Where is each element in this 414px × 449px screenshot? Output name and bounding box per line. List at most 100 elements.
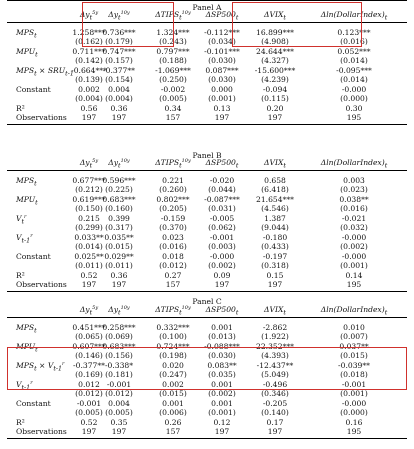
obs-value: 197 [214, 427, 230, 437]
column-header: Δln(DollarIndex)t [320, 10, 388, 22]
std-error: (0.260) [159, 185, 187, 195]
coef-row: MPSt 0.677*** 0.596*** 0.221 -0.020 0.658 0.00… [0, 176, 414, 188]
std-error: (0.150) [75, 204, 103, 214]
std-error: (0.000) [340, 94, 368, 104]
se-row: (0.014) (0.015) (0.016) (0.003) (0.433) (0.00… [0, 242, 414, 252]
std-error: (0.160) [105, 204, 133, 214]
coef-value: 16.899*** [256, 28, 294, 37]
obs-value: 197 [111, 113, 127, 123]
se-row: (0.004) (0.004) (0.005) (0.001) (0.115) (0.00… [0, 94, 414, 104]
se-row: (0.212) (0.225) (0.260) (0.044) (6.418) (0.02… [0, 185, 414, 195]
coef-value: -0.088*** [204, 342, 240, 351]
r2-value: 0.36 [110, 271, 128, 280]
coef-value: 0.619*** [72, 195, 106, 204]
coef-row: Vt-1r 0.012 -0.001 0.002 0.001 -0.496 -0.001 [0, 380, 414, 392]
coef-value: 0.003 [343, 176, 365, 185]
se-row: (0.169) (0.181) (0.247) (0.035) (5.049) (0.01… [0, 370, 414, 380]
std-error: (0.005) [159, 94, 187, 104]
r2-value: 0.20 [266, 104, 284, 113]
r2-row: R² 0.56 0.36 0.34 0.13 0.20 0.30 [0, 104, 414, 114]
highlight-box [232, 2, 362, 47]
std-error: (0.001) [208, 408, 236, 418]
std-error: (0.162) [75, 37, 103, 47]
coef-value: 0.001 [211, 323, 233, 332]
coef-value: -0.377** [73, 361, 105, 370]
column-header-row: Δyt5y Δyt10y ΔTIPSt10y ΔSP500t ΔVIXt Δln(Doll… [0, 10, 414, 22]
std-error: (1.922) [261, 332, 289, 342]
std-error: (0.250) [159, 75, 187, 85]
coef-row: Vt-1r 0.033** 0.035** 0.023 -0.001 -0.180 -0.0… [0, 233, 414, 245]
coef-value: -0.094 [262, 85, 288, 94]
std-error: (0.069) [105, 332, 133, 342]
coef-row: MPUt 0.619*** 0.683*** 0.802*** -0.087*** 21.… [0, 195, 414, 207]
coef-value: 0.724*** [156, 342, 190, 351]
std-error: (0.014) [340, 56, 368, 66]
coef-value: -1.069*** [155, 66, 191, 75]
std-error: (0.006) [159, 408, 187, 418]
coef-row: Constant 0.002 0.004 -0.002 0.000 -0.094 -0.00… [0, 85, 414, 95]
coef-value: -0.001 [106, 380, 132, 389]
std-error: (0.370) [159, 223, 187, 233]
std-error: (0.140) [261, 408, 289, 418]
std-error: (5.049) [261, 370, 289, 380]
row-label: R² [16, 271, 25, 280]
std-error: (0.002) [208, 389, 236, 399]
r2-value: 0.13 [213, 104, 231, 113]
obs-value: 197 [214, 113, 230, 123]
std-error: (0.156) [105, 351, 133, 361]
std-error: (0.034) [208, 37, 236, 47]
coef-value: -0.095*** [336, 66, 372, 75]
std-error: (0.035) [208, 370, 236, 380]
coef-value: 0.001 [162, 399, 184, 408]
se-row: (0.299) (0.317) (0.370) (0.062) (9.044) (0.03… [0, 223, 414, 233]
std-error: (0.243) [159, 37, 187, 47]
se-row: (0.162) (0.179) (0.243) (0.034) (4.908) (0.01… [0, 37, 414, 47]
std-error: (0.007) [340, 332, 368, 342]
std-error: (0.016) [340, 204, 368, 214]
coef-value: -0.001 [209, 233, 235, 242]
column-header: ΔVIXt [264, 10, 286, 22]
row-label: Vt-1r [16, 233, 33, 245]
std-error: (0.154) [105, 75, 133, 85]
coef-value: 0.332*** [156, 323, 190, 332]
coef-value: 0.711*** [72, 47, 106, 56]
column-header: Δyt10y [108, 158, 130, 170]
r2-value: 0.09 [213, 271, 231, 280]
table-rule [7, 317, 407, 318]
std-error: (4.546) [261, 204, 289, 214]
std-error: (0.212) [75, 185, 103, 195]
column-header: Δyt5y [79, 10, 99, 22]
row-label: MPSt [16, 323, 37, 335]
row-label: MPUt [16, 342, 38, 354]
std-error: (0.157) [105, 56, 133, 66]
std-error: (0.000) [340, 408, 368, 418]
row-label: Constant [16, 85, 51, 94]
se-row: (0.012) (0.012) (0.015) (0.002) (0.346) (0.00… [0, 389, 414, 399]
std-error: (0.433) [261, 242, 289, 252]
coef-value: -0.496 [262, 380, 288, 389]
table-rule [7, 22, 407, 23]
r2-value: 0.26 [164, 418, 182, 427]
coef-value: 0.677*** [72, 176, 106, 185]
coef-value: -0.000 [341, 252, 367, 261]
std-error: (4.239) [261, 75, 289, 85]
coef-value: 0.683*** [102, 195, 136, 204]
r2-row: R² 0.52 0.36 0.27 0.09 0.15 0.14 [0, 271, 414, 281]
column-header: ΔSP500t [205, 10, 239, 22]
table-rule [7, 438, 407, 440]
std-error: (0.030) [208, 75, 236, 85]
se-row: (0.065) (0.069) (0.100) (0.013) (1.922) (0.00… [0, 332, 414, 342]
r2-value: 0.27 [164, 271, 182, 280]
std-error: (0.015) [105, 242, 133, 252]
coef-value: 0.025** [74, 252, 104, 261]
coef-value: 0.033** [74, 233, 104, 242]
coef-value: 1.324*** [156, 28, 190, 37]
row-label: MPSt × Vt-1r [16, 361, 65, 373]
obs-value: 157 [165, 113, 181, 123]
row-label: MPSt [16, 176, 37, 188]
r2-value: 0.36 [110, 104, 128, 113]
coef-row: MPSt × SRUt-1 -0.664*** -0.377** -1.069*** 0… [0, 66, 414, 78]
row-label: R² [16, 104, 25, 113]
coef-value: -0.338* [104, 361, 134, 370]
std-error: (0.013) [208, 332, 236, 342]
